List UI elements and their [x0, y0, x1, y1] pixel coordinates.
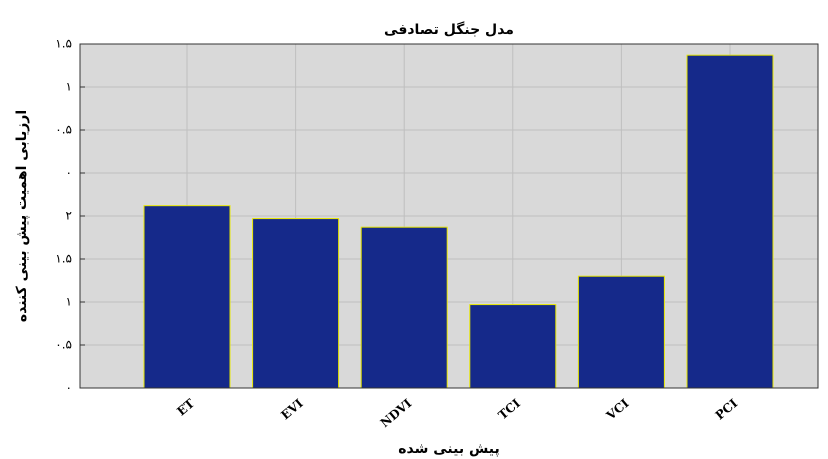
y-tick-label: ۱.۵: [55, 37, 72, 51]
y-tick-label: ۱.۵: [55, 252, 72, 266]
y-tick-label: ۲: [66, 209, 72, 223]
y-tick-label: ۱: [66, 295, 72, 309]
x-tick-label: NDVI: [378, 396, 415, 430]
x-tick-label: EVI: [278, 396, 306, 422]
chart-title: مدل جنگل تصادفی: [384, 21, 514, 38]
bar: [143, 205, 231, 389]
bar: [469, 304, 557, 389]
marks: [143, 54, 774, 389]
bar: [360, 226, 448, 389]
y-tick-label: ۰.۵: [55, 338, 72, 352]
bar: [686, 54, 774, 389]
bar: [252, 218, 340, 389]
bar: [577, 275, 665, 389]
x-axis-label: پیش بینی شده: [398, 441, 499, 457]
y-tick-label: ۰: [66, 381, 72, 395]
x-tick-label: VCI: [603, 396, 632, 423]
y-tick-label: ۰.۵: [55, 123, 72, 137]
y-tick-label: ۰: [66, 166, 72, 180]
y-axis-label: ارزیابی اهمیت پیش بینی کننده: [14, 110, 30, 322]
x-tick-label: ET: [174, 396, 197, 418]
x-tick-label: TCI: [496, 396, 524, 422]
y-tick-label: ۱: [66, 80, 72, 94]
x-tick-label: PCI: [713, 396, 741, 423]
